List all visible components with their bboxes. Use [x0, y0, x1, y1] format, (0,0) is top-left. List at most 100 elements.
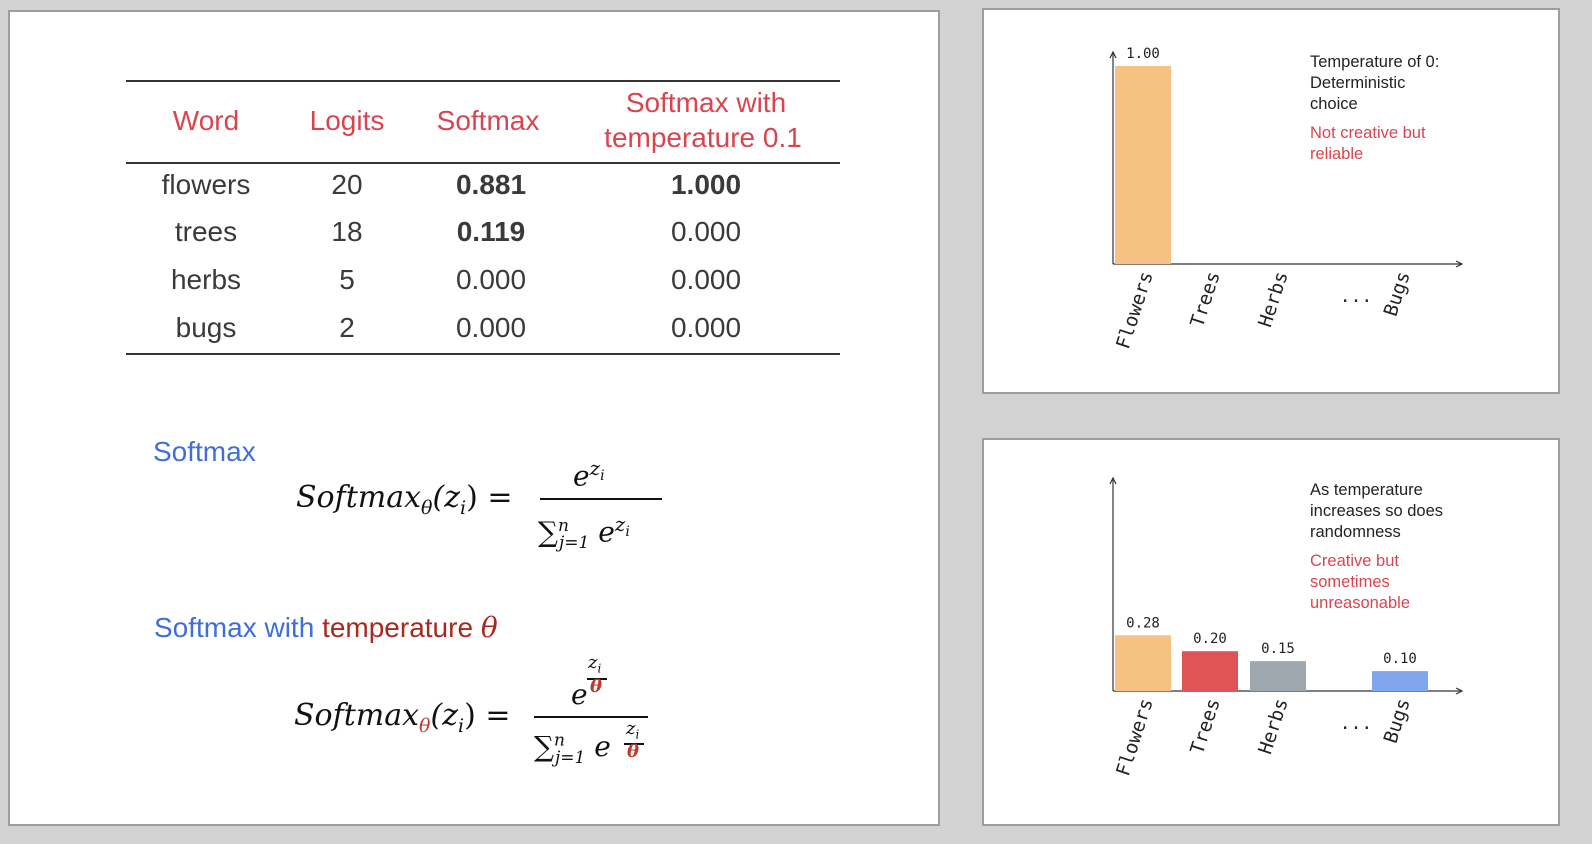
chart-temperature-high: 0.28 Flowers 0.20 Trees 0.15 Herbs ... 0.10 Bugs [1109, 476, 1464, 779]
note-line: Creative but [1310, 552, 1399, 570]
note-line: reliable [1310, 145, 1364, 163]
temp-den-theta: θ [627, 741, 640, 762]
softmax-numerator: ezi [573, 456, 605, 492]
x-axis-arrow [1455, 687, 1464, 695]
label-part: Softmax with [154, 612, 323, 643]
sum-symbol: ∑ [534, 730, 554, 763]
bar-herbs [1250, 661, 1306, 691]
note-line: Temperature of 0: [1310, 53, 1440, 71]
arg-sub: i [458, 715, 465, 737]
sum-sub: j=1 [554, 747, 586, 768]
sum-symbol: ∑ [538, 515, 558, 549]
softmax-formula-lhs: Softmaxθ(zi) = [296, 480, 512, 519]
chart-note-red: Creative but sometimes unreasonable [1310, 551, 1410, 614]
temp-den-zi: zi [626, 718, 639, 742]
y-axis-arrow [1109, 50, 1117, 59]
category-label: Flowers [1112, 269, 1158, 352]
softmax-fraction-bar [540, 498, 662, 500]
note-line: As temperature [1310, 481, 1423, 499]
exp-i: i [597, 661, 602, 676]
note-line: unreasonable [1310, 594, 1410, 612]
table-bottom-rule [126, 353, 840, 355]
arg-sub: i [460, 497, 467, 519]
theta-sub: θ [421, 497, 433, 519]
cell-word: herbs [170, 264, 242, 295]
table-formula-panel: Word Logits Softmax Softmax with tempera… [8, 10, 940, 826]
cell-softmax: 0.000 [455, 264, 527, 295]
exp-i: i [625, 524, 630, 540]
cell-word: trees [174, 216, 238, 247]
temp-num-zi: zi [588, 652, 601, 676]
exp-base: e [594, 730, 611, 763]
sum-sub: j=1 [558, 532, 590, 553]
chart-note-red: Not creative but reliable [1310, 123, 1426, 165]
bar-value-label: 0.20 [1193, 631, 1227, 647]
label-theta: θ [480, 611, 498, 644]
category-label: Flowers [1112, 696, 1158, 779]
x-axis-arrow [1455, 260, 1464, 268]
cell-softmax: 0.881 [455, 169, 527, 200]
cell-logit: 5 [339, 264, 355, 295]
cell-softmax-temp: 0.000 [670, 312, 742, 343]
header-softmax-temp-line2: temperature 0.1 [604, 122, 802, 153]
note-line: increases so does [1310, 502, 1443, 520]
cell-logit: 18 [331, 216, 363, 247]
note-line: Deterministic [1310, 74, 1406, 92]
arg-close: ) = [464, 698, 511, 733]
bar-flowers [1115, 66, 1171, 264]
softmax-temp-label: Softmax with temperature θ [154, 611, 498, 644]
header-softmax: Softmax [436, 105, 540, 136]
note-line: Not creative but [1310, 124, 1426, 142]
exp-z: z [588, 652, 598, 673]
arg-open: (z [430, 698, 458, 733]
cell-logit: 20 [331, 169, 363, 200]
chart-note: As temperature increases so does randomn… [1310, 480, 1443, 543]
temp-numerator-e: e [571, 678, 588, 711]
theta-sub: θ [419, 715, 431, 737]
arg-close: ) = [466, 480, 513, 515]
fn-name: Softmax [294, 698, 420, 733]
exp-base: e [573, 459, 590, 493]
note-line: sometimes [1310, 573, 1390, 591]
chart-note: Temperature of 0: Deterministic choice [1310, 52, 1439, 115]
bar-value-label: 0.15 [1261, 641, 1295, 657]
label-temperature: temperature [322, 612, 474, 643]
exp-z: z [626, 718, 636, 739]
exp-z: z [614, 512, 626, 536]
note-line: randomness [1310, 523, 1401, 541]
category-label: Bugs [1380, 696, 1415, 746]
exp-i: i [635, 727, 640, 742]
category-label: Bugs [1380, 269, 1415, 319]
cell-softmax-temp: 1.000 [670, 169, 742, 200]
bar-flowers [1115, 635, 1171, 691]
bar-value-label: 0.10 [1383, 651, 1417, 667]
category-label: Herbs [1254, 696, 1293, 757]
cell-logit: 2 [339, 312, 355, 343]
bar-value-label: 1.00 [1126, 46, 1160, 62]
header-softmax-temp-line1: Softmax with [625, 87, 787, 118]
temp-denominator: ∑nj=1 e [534, 730, 611, 768]
category-label: Herbs [1254, 269, 1293, 330]
sum-sup: n [554, 730, 565, 751]
fn-name: Softmax [296, 480, 422, 515]
header-logits: Logits [309, 105, 385, 136]
temp-den-exp-bar [624, 743, 644, 745]
sum-sup: n [558, 516, 569, 536]
cell-softmax: 0.000 [455, 312, 527, 343]
chart-temperature-zero: 1.00 Flowers Trees Herbs... Bugs [1109, 46, 1464, 352]
cell-word: bugs [175, 312, 237, 343]
exp-base: e [598, 515, 615, 549]
y-axis-arrow [1109, 476, 1117, 485]
softmax-label: Softmax [153, 436, 256, 467]
temp-fraction-bar [534, 716, 648, 718]
cell-softmax-temp: 0.000 [670, 216, 742, 247]
ellipsis-label: ... [1340, 713, 1373, 734]
deterministic-chart-panel: 1.00 Flowers Trees Herbs... Bugs Temperature… [982, 8, 1560, 394]
ellipsis-label: ... [1340, 286, 1373, 307]
softmax-denominator: ∑nj=1 ezi [538, 512, 630, 553]
bar-value-label: 0.28 [1126, 615, 1160, 631]
bar-trees [1182, 651, 1238, 691]
category-label: Trees [1186, 269, 1225, 330]
temp-formula-lhs: Softmaxθ(zi) = [294, 698, 510, 737]
exp-z: z [589, 456, 601, 480]
